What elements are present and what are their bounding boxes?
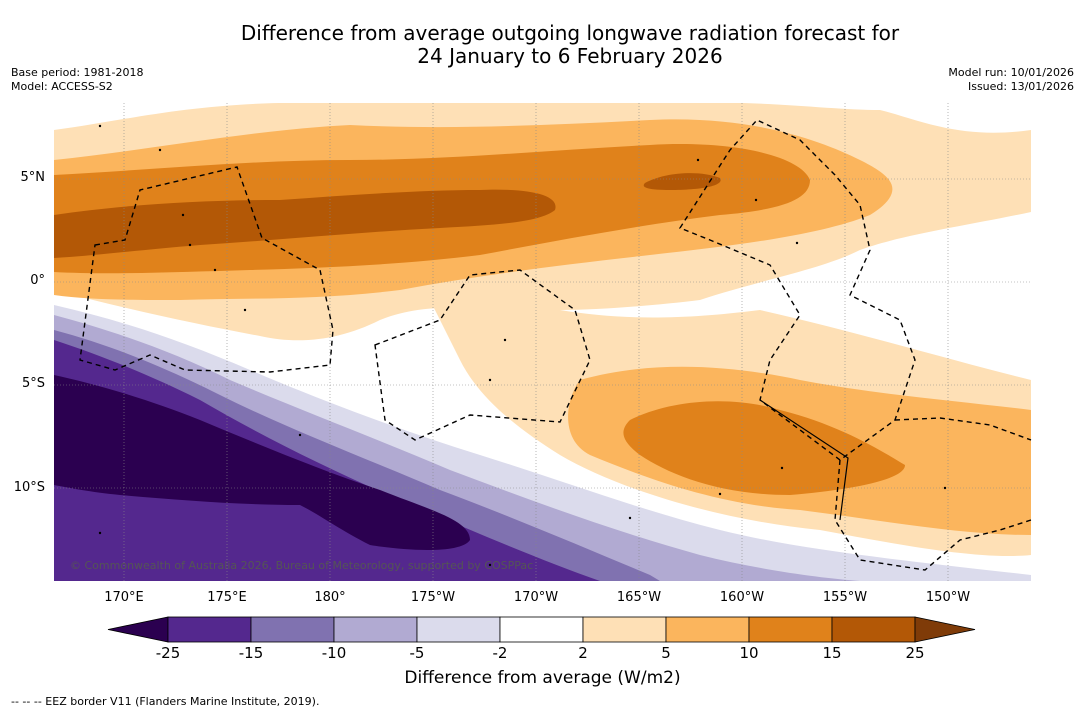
colorbar-title: Difference from average (W/m2) [404, 668, 681, 688]
title-line-1: Difference from average outgoing longwav… [240, 21, 900, 45]
island [243, 308, 247, 312]
colorbar-tick-label: 25 [905, 644, 925, 662]
meta-right: Model run: 10/01/2026 Issued: 13/01/2026 [948, 66, 1074, 94]
anomaly-15to25-patch [643, 173, 721, 190]
lat-label: 10°S [13, 480, 45, 495]
island [718, 492, 722, 496]
lon-label: 155°W [822, 590, 868, 605]
colorbar-segment [167, 616, 252, 643]
anomaly-15to25-north [54, 189, 556, 258]
colorbar-tick-label: 10 [739, 644, 759, 662]
island [213, 268, 217, 272]
anomaly-below-minus25 [54, 375, 470, 550]
lat-label: 5°N [20, 170, 46, 185]
island [503, 338, 507, 342]
map-fields [54, 103, 1031, 581]
lon-label: 170°W [513, 590, 559, 605]
lon-label: 180° [314, 590, 346, 605]
title-line-2: 24 January to 6 February 2026 [417, 44, 723, 68]
base-period: Base period: 1981-2018 [11, 66, 144, 79]
lon-label: 160°W [719, 590, 765, 605]
colorbar-tick-label: 5 [661, 644, 671, 662]
eez-border-kiribati-line [678, 119, 916, 461]
colorbar-segment [333, 616, 418, 643]
meta-left: Base period: 1981-2018 Model: ACCESS-S2 [11, 66, 143, 94]
eez-legend-note: -- -- -- EEZ border V11 (Flanders Marine… [11, 695, 320, 708]
colorbar-tick-label: -15 [238, 644, 264, 662]
anomaly-minus15to25 [54, 340, 600, 581]
island [98, 531, 102, 535]
anomaly-10to15-south [623, 401, 905, 495]
colorbar-tick-label: -25 [155, 644, 181, 662]
island [488, 563, 492, 567]
colorbar-arrow-high [914, 616, 976, 643]
lon-label: 150°W [925, 590, 971, 605]
eez-boundary-line [759, 399, 849, 521]
lon-label: 175°E [207, 590, 247, 605]
island [754, 198, 758, 202]
model-run: Model run: 10/01/2026 [948, 66, 1074, 79]
eez-borders [79, 119, 1032, 571]
colorbar-segment [416, 616, 501, 643]
island [181, 213, 185, 217]
lon-label: 175°W [410, 590, 456, 605]
island [628, 516, 632, 520]
island [780, 466, 784, 470]
lon-label: 170°E [104, 590, 144, 605]
map-title: Difference from average outgoing longwav… [0, 22, 1085, 68]
island [795, 241, 799, 245]
colorbar-tick-label: 15 [822, 644, 842, 662]
colorbar-segment [582, 616, 667, 643]
eez-border-kiribati-phoenix [374, 269, 591, 441]
island [158, 148, 162, 152]
island [696, 158, 700, 162]
colorbar-arrow-low [107, 616, 169, 643]
eez-solid-border [759, 399, 849, 521]
colorbar-segment [250, 616, 335, 643]
island [488, 378, 492, 382]
eez-border-cook-islands [894, 417, 1032, 441]
colorbar-tick-label: 2 [578, 644, 588, 662]
colorbar-tick-label: -5 [409, 644, 425, 662]
colorbar [107, 616, 976, 643]
colorbar-segment [665, 616, 750, 643]
lon-label: 165°W [616, 590, 662, 605]
lat-label: 5°S [21, 376, 45, 391]
colorbar-segment [499, 616, 584, 643]
colorbar-segment [748, 616, 833, 643]
island [188, 243, 192, 247]
issued-date: Issued: 13/01/2026 [967, 80, 1074, 93]
island [943, 486, 947, 490]
lat-label: 0° [30, 273, 45, 288]
colorbar-tick-label: -10 [321, 644, 347, 662]
colorbar-segment [831, 616, 916, 643]
copyright-notice: © Commonwealth of Australia 2026, Bureau… [70, 559, 534, 572]
eez-border-french-polynesia [834, 459, 1032, 571]
model-name: Model: ACCESS-S2 [11, 80, 113, 93]
graticule [54, 103, 1031, 581]
island [98, 124, 102, 128]
eez-border-kiribati-gilbert [79, 166, 334, 373]
island [298, 433, 302, 437]
islands [98, 124, 947, 567]
colorbar-tick-label: -2 [492, 644, 508, 662]
